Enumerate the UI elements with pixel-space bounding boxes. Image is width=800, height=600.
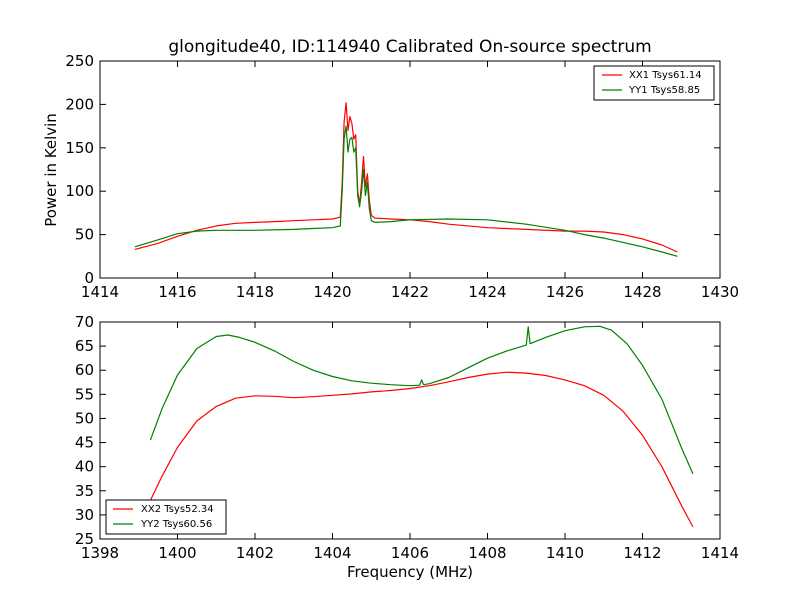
legend-label-yy1: YY1 Tsys58.85	[628, 85, 700, 96]
bottom-x-tick-label: 1406	[391, 544, 429, 562]
bottom-y-tick-label: 55	[75, 385, 94, 403]
bottom-y-tick-label: 25	[75, 530, 94, 548]
bottom-y-tick-label: 45	[75, 434, 94, 452]
bottom-y-tick-label: 30	[75, 506, 94, 524]
top-x-tick-label: 1426	[546, 283, 584, 301]
bottom-x-tick-label: 1410	[546, 544, 584, 562]
bottom-y-tick-label: 40	[75, 458, 94, 476]
top-x-tick-label: 1416	[158, 283, 196, 301]
top-x-tick-label: 1430	[701, 283, 739, 301]
bottom-series-line-0	[149, 371, 694, 528]
top-x-tick-label: 1414	[81, 283, 119, 301]
top-y-tick-label: 250	[65, 52, 94, 70]
top-y-tick-label: 100	[65, 182, 94, 200]
top-legend: XX1 Tsys61.14 YY1 Tsys58.85	[593, 65, 715, 101]
bottom-y-tick-label: 35	[75, 482, 94, 500]
bottom-x-tick-label: 1400	[158, 544, 196, 562]
top-y-axis-label: Power in Kelvin	[42, 113, 60, 227]
top-series-lines	[134, 102, 678, 257]
bottom-x-tick-label: 1408	[468, 544, 506, 562]
bottom-y-tick-label: 70	[75, 313, 94, 331]
top-x-tick-label: 1418	[236, 283, 274, 301]
top-y-tick-label: 150	[65, 139, 94, 157]
bottom-x-tick-label: 1398	[81, 544, 119, 562]
bottom-series-lines	[149, 325, 694, 528]
bottom-spectrum-panel: 1398 1400 1402 1404 1406 1408 1410 1412 1414 25 30…	[75, 313, 739, 581]
top-y-tick-label: 50	[75, 226, 94, 244]
top-x-tick-label: 1422	[391, 283, 429, 301]
bottom-x-tick-label: 1412	[623, 544, 661, 562]
figure-title: glongitude40, ID:114940 Calibrated On-so…	[168, 37, 651, 57]
bottom-axis-ticks: 1398 1400 1402 1404 1406 1408 1410 1412 1414 25 30…	[75, 313, 739, 562]
top-series-line-1	[134, 125, 678, 257]
legend-label-yy2: YY2 Tsys60.56	[140, 519, 212, 530]
bottom-x-tick-label: 1404	[313, 544, 351, 562]
top-legend-box	[593, 65, 715, 101]
x-axis-label: Frequency (MHz)	[347, 563, 473, 581]
top-y-tick-label: 0	[84, 269, 94, 287]
top-x-tick-label: 1428	[623, 283, 661, 301]
bottom-x-tick-label: 1414	[701, 544, 739, 562]
top-x-tick-label: 1424	[468, 283, 506, 301]
top-spectrum-panel: 1414 1416 1418 1420 1422 1424 1426 1428 1430 0 50 1…	[42, 52, 739, 301]
bottom-legend-box	[105, 499, 227, 535]
legend-label-xx1: XX1 Tsys61.14	[629, 70, 702, 81]
top-y-tick-label: 200	[65, 95, 94, 113]
top-axis-ticks: 1414 1416 1418 1420 1422 1424 1426 1428 1430 0 50 1…	[65, 52, 739, 301]
bottom-y-tick-label: 50	[75, 409, 94, 427]
bottom-x-tick-label: 1402	[236, 544, 274, 562]
legend-label-xx2: XX2 Tsys52.34	[141, 504, 214, 515]
bottom-y-tick-label: 65	[75, 337, 94, 355]
top-x-tick-label: 1420	[313, 283, 351, 301]
bottom-y-tick-label: 60	[75, 361, 94, 379]
bottom-series-line-1	[149, 325, 694, 475]
bottom-legend: XX2 Tsys52.34 YY2 Tsys60.56	[105, 499, 227, 535]
